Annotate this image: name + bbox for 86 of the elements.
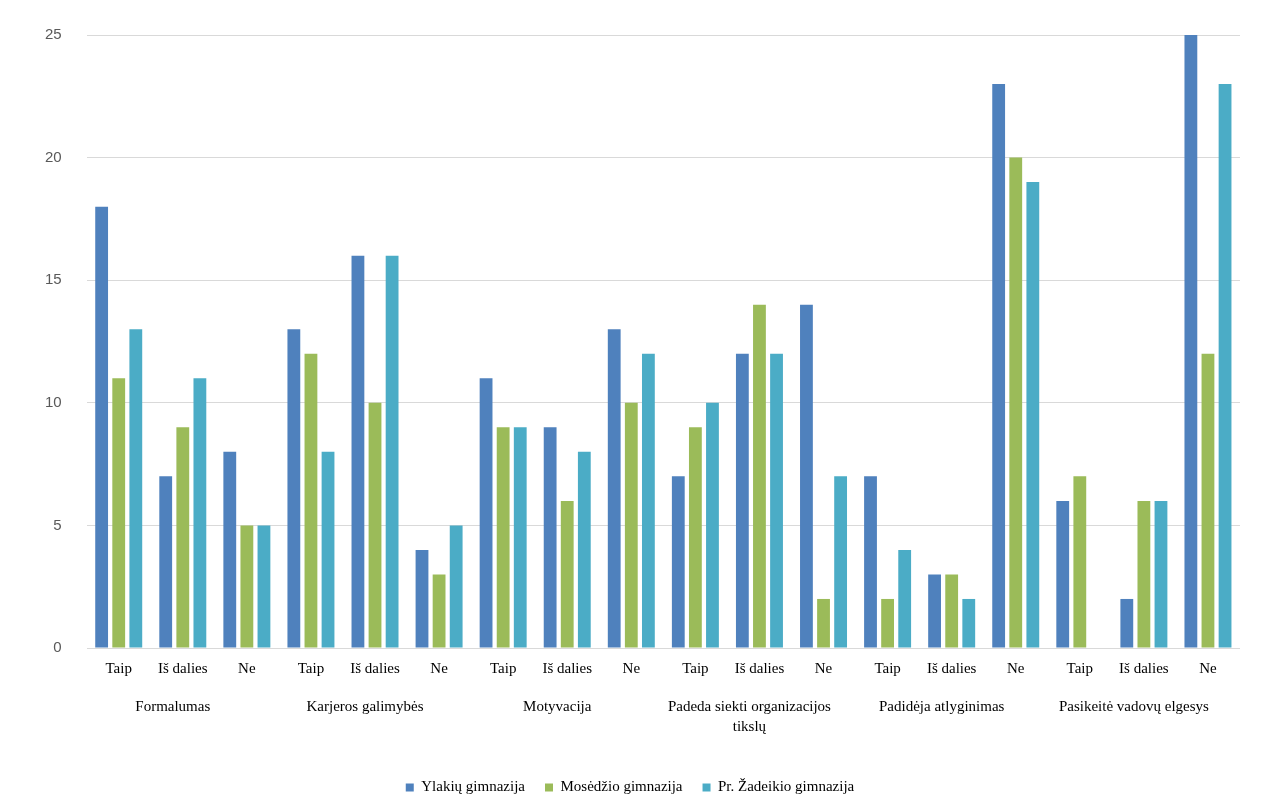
bar xyxy=(992,84,1006,648)
legend-label: Ylakių gimnazija xyxy=(421,778,526,795)
bar xyxy=(1120,598,1134,648)
bar xyxy=(176,427,190,648)
y-tick-label: 10 xyxy=(45,392,62,410)
bar xyxy=(385,255,399,648)
bar xyxy=(1201,353,1215,648)
x-tick-label: Taip xyxy=(682,659,709,676)
bar xyxy=(834,476,848,648)
x-tick-label: Iš dalies xyxy=(350,659,400,676)
x-tick-label: Ne xyxy=(430,659,449,676)
bar xyxy=(577,451,591,648)
legend-label: Pr. Žadeikio gimnazija xyxy=(718,778,855,795)
x-tick-label: Iš dalies xyxy=(1119,659,1169,676)
bar xyxy=(95,206,109,648)
bar xyxy=(193,378,207,648)
bar xyxy=(1184,35,1198,648)
bar xyxy=(321,451,335,648)
x-tick-label: Iš dalies xyxy=(158,659,208,676)
bar xyxy=(800,304,813,648)
bar xyxy=(945,574,959,648)
x-tick-label: Iš dalies xyxy=(542,659,593,676)
bar xyxy=(1137,500,1151,648)
bar xyxy=(1073,476,1087,648)
bar xyxy=(129,329,143,648)
x-tick-label: Ne xyxy=(238,659,256,676)
x-tick-label: Taip xyxy=(297,659,325,676)
bar xyxy=(1218,84,1232,648)
y-tick-label: 15 xyxy=(45,270,62,288)
bar xyxy=(1154,500,1168,648)
bar xyxy=(898,549,912,648)
bar xyxy=(735,353,749,648)
y-tick-label: 25 xyxy=(45,25,62,43)
bar xyxy=(962,598,976,648)
bar xyxy=(817,598,830,648)
x-tick-label: Taip xyxy=(874,659,901,676)
text: Formalumas xyxy=(135,698,211,715)
bar xyxy=(112,378,126,648)
bar xyxy=(543,427,557,648)
bar xyxy=(479,378,493,648)
bar xyxy=(607,329,621,648)
text: Padidėja atlyginimas xyxy=(878,698,1005,715)
bar xyxy=(928,574,941,648)
bar xyxy=(770,353,783,648)
bar xyxy=(415,549,429,648)
bar xyxy=(753,304,766,648)
x-tick-label: Ne xyxy=(622,659,641,676)
bar xyxy=(432,574,446,648)
x-tick-label: Taip xyxy=(105,659,132,676)
bar xyxy=(351,255,365,648)
x-tick-label: Iš dalies xyxy=(926,659,977,676)
bar xyxy=(641,353,655,648)
x-tick-label: Ne xyxy=(814,659,833,676)
legend-label: Mosėdžio gimnazija xyxy=(560,778,683,795)
text: Karjeros galimybės xyxy=(306,698,424,715)
bar xyxy=(706,402,719,648)
bar xyxy=(223,451,237,648)
x-tick-label: Iš dalies xyxy=(734,659,785,676)
bar xyxy=(560,500,574,648)
bar xyxy=(864,476,877,648)
x-tick-label: Taip xyxy=(489,659,517,676)
bar xyxy=(287,329,301,648)
text: Motyvacija xyxy=(523,698,592,715)
bar xyxy=(257,525,271,648)
x-tick-label: Ne xyxy=(1199,659,1218,676)
bar xyxy=(1056,500,1070,648)
y-tick-label: 20 xyxy=(45,147,62,165)
bar xyxy=(1026,182,1040,648)
bar xyxy=(368,402,382,648)
y-tick-label: 0 xyxy=(53,638,62,656)
bar xyxy=(304,353,318,648)
text: Pasikeitė vadovų elgesys xyxy=(1058,698,1210,715)
bar xyxy=(496,427,510,648)
bar xyxy=(513,427,527,648)
bar xyxy=(624,402,638,648)
bar xyxy=(449,525,463,648)
bar xyxy=(688,427,702,648)
x-tick-label: Ne xyxy=(1006,659,1025,676)
bar xyxy=(240,525,254,648)
x-tick-label: Taip xyxy=(1066,659,1094,676)
text: Padeda siekti organizacijos tikslų xyxy=(667,698,832,735)
bar xyxy=(1009,157,1023,648)
bar xyxy=(671,476,685,648)
y-tick-label: 5 xyxy=(53,515,62,533)
bar xyxy=(881,598,895,648)
bar xyxy=(159,476,173,648)
